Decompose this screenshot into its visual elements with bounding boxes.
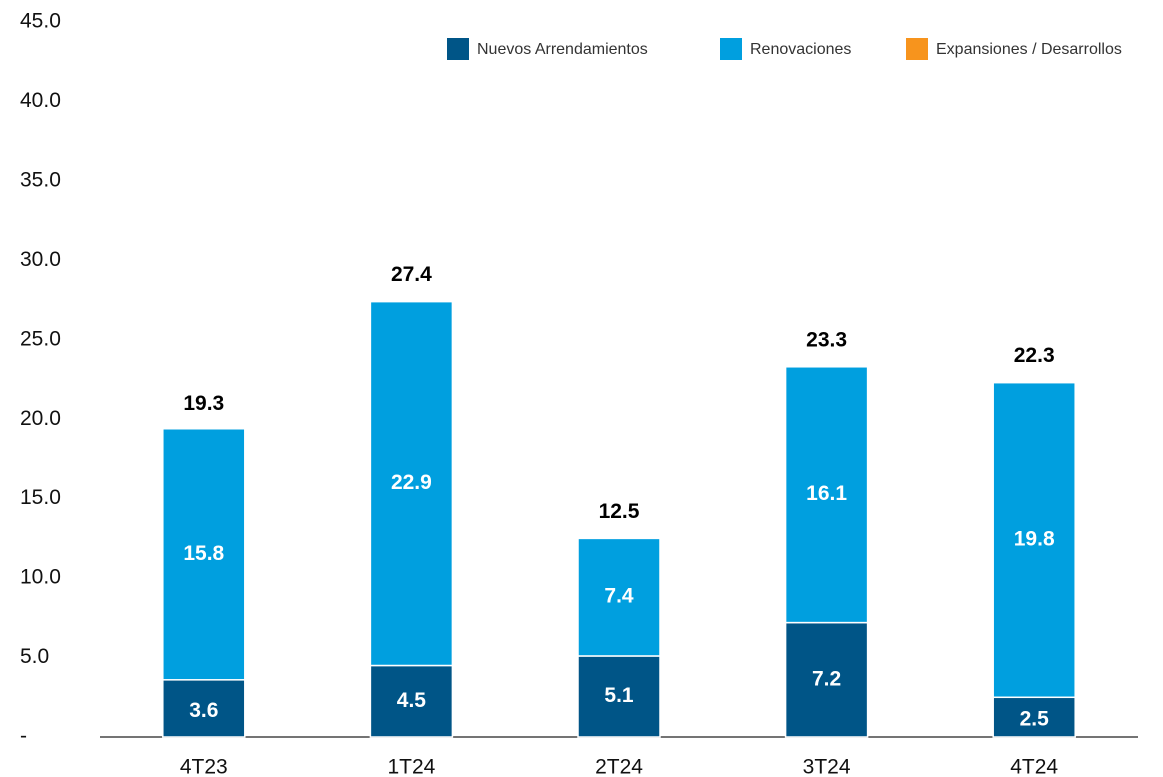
legend-label: Nuevos Arrendamientos	[477, 41, 648, 58]
bar-segment	[369, 300, 454, 667]
legend-swatch	[447, 38, 469, 60]
y-tick-label: 35.0	[20, 168, 61, 191]
value-label: 5.1	[604, 684, 634, 707]
bar-segment	[162, 428, 246, 681]
legend-swatch	[720, 38, 742, 60]
total-label: 23.3	[806, 328, 847, 351]
y-tick-label: 15.0	[20, 486, 61, 509]
bar-segment	[577, 537, 661, 657]
total-label: 27.4	[391, 263, 432, 286]
total-label: 12.5	[599, 500, 640, 523]
legend-label: Expansiones / Desarrollos	[936, 41, 1122, 58]
bar-segment	[784, 366, 869, 624]
bar-segment	[784, 621, 869, 738]
value-label: 16.1	[806, 482, 847, 505]
y-tick-label: 5.0	[20, 645, 49, 668]
y-tick-label: 25.0	[20, 327, 61, 350]
value-label: 22.9	[391, 471, 432, 494]
value-label: 19.8	[1014, 528, 1055, 551]
x-tick-label: 4T24	[1010, 756, 1058, 777]
y-tick-label: 10.0	[20, 566, 61, 589]
value-label: 15.8	[183, 542, 224, 565]
legend-label: Renovaciones	[750, 41, 851, 58]
bar-segment	[577, 655, 661, 738]
value-label: 7.4	[604, 585, 634, 608]
x-tick-label: 4T23	[180, 756, 228, 777]
y-tick-label: 30.0	[20, 248, 61, 271]
value-label: 2.5	[1020, 708, 1050, 731]
x-tick-label: 3T24	[803, 756, 851, 777]
bar-segment	[992, 381, 1076, 699]
y-tick-label: 45.0	[20, 10, 61, 33]
bar-segment	[162, 679, 246, 738]
bar-segment	[992, 696, 1076, 738]
y-tick-label: 40.0	[20, 89, 61, 112]
total-label: 22.3	[1014, 344, 1055, 367]
legend-swatch	[906, 38, 928, 60]
value-label: 7.2	[812, 667, 841, 690]
x-tick-label: 1T24	[387, 756, 435, 777]
x-tick-label: 2T24	[595, 756, 643, 777]
total-label: 19.3	[183, 392, 224, 415]
y-tick-label: 20.0	[20, 407, 61, 430]
value-label: 4.5	[397, 689, 427, 712]
value-label: 3.6	[189, 699, 218, 722]
y-tick-label: -	[20, 725, 27, 748]
